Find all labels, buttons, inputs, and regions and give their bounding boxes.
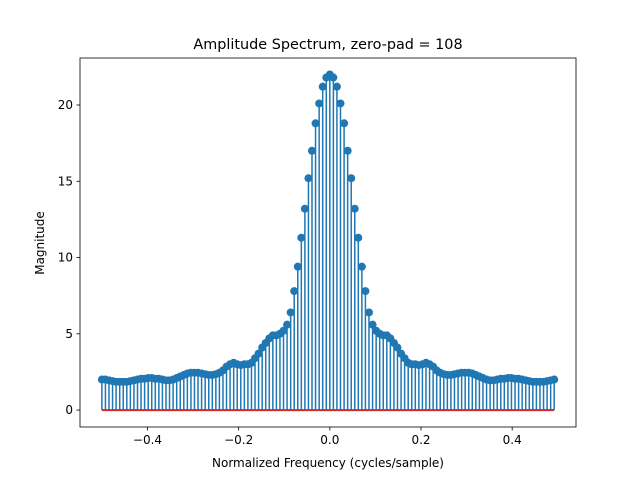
x-axis-label: Normalized Frequency (cycles/sample) [212,456,444,470]
marker [286,308,295,317]
marker [329,73,338,82]
x-tick-label: 0.0 [320,433,339,447]
marker [336,99,345,108]
marker [283,320,292,329]
chart-title: Amplitude Spectrum, zero-pad = 108 [193,37,462,53]
marker [354,233,363,242]
y-tick-label: 0 [65,403,73,417]
x-tick-label: 0.2 [411,433,430,447]
marker [311,119,320,128]
marker [332,82,341,91]
marker [350,204,359,213]
x-tick-label: −0.2 [224,433,253,447]
marker [307,146,316,155]
x-tick-label: 0.4 [503,433,522,447]
marker [347,174,356,183]
marker [290,287,299,296]
marker [393,343,402,352]
marker [343,146,352,155]
marker [293,262,302,271]
marker [304,174,313,183]
marker [550,375,559,384]
marker [364,308,373,317]
y-tick-label: 20 [58,98,73,112]
y-tick-label: 5 [65,327,73,341]
marker [318,82,327,91]
y-axis-label: Magnitude [33,211,47,275]
marker [368,320,377,329]
y-tick-label: 15 [58,174,73,188]
marker [315,99,324,108]
marker [297,233,306,242]
marker [254,349,263,358]
marker [300,204,309,213]
marker [340,119,349,128]
marker [357,262,366,271]
x-tick-label: −0.4 [133,433,162,447]
marker [361,287,370,296]
axes-frame [79,57,577,428]
y-tick-label: 10 [58,251,73,265]
marker [279,326,288,335]
